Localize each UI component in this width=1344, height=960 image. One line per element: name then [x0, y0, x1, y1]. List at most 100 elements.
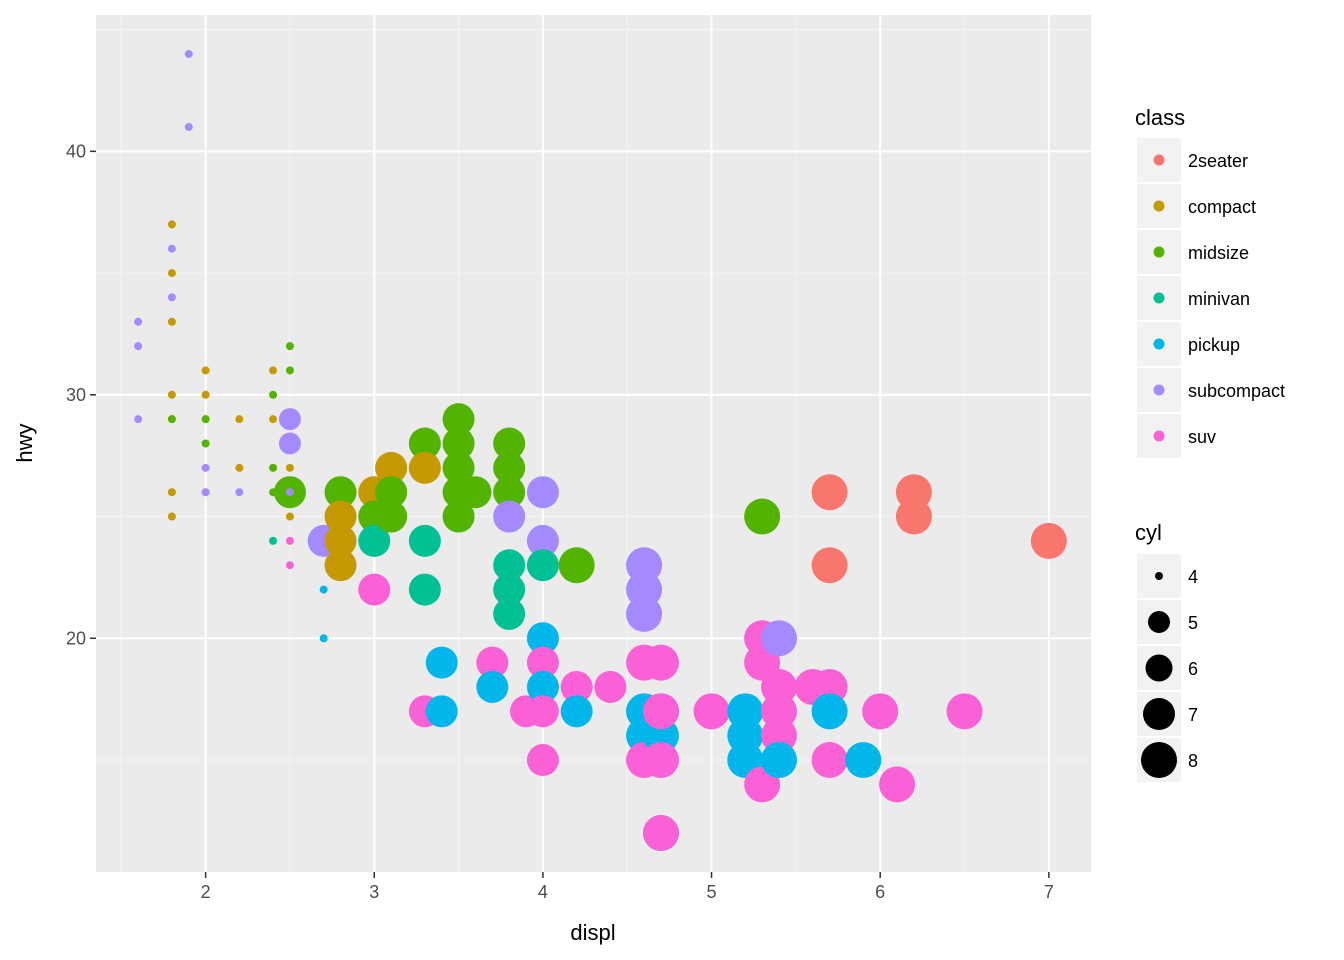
point-suv [526, 744, 559, 777]
point-subcompact [134, 415, 143, 424]
point-suv [879, 766, 916, 803]
cyl-legend-label: 4 [1188, 567, 1198, 587]
point-suv [811, 742, 848, 779]
point-suv [946, 693, 983, 730]
class-legend-label: 2seater [1188, 151, 1248, 171]
point-subcompact [285, 488, 294, 497]
point-pickup [476, 670, 509, 703]
point-midsize [744, 498, 781, 535]
point-compact [269, 366, 278, 375]
point-midsize [269, 390, 278, 399]
point-pickup [425, 695, 458, 728]
class-legend-swatch [1153, 292, 1165, 304]
point-pickup [526, 670, 559, 703]
x-tick-label: 4 [538, 882, 548, 902]
y-tick-label: 40 [66, 141, 86, 161]
point-subcompact [134, 342, 143, 351]
point-pickup [425, 646, 458, 679]
cyl-legend-title: cyl [1135, 520, 1162, 545]
point-minivan [493, 573, 526, 606]
point-minivan [358, 524, 391, 557]
point-subcompact [134, 317, 143, 326]
point-subcompact [201, 463, 210, 472]
point-compact [235, 463, 244, 472]
cyl-legend: cyl 4 5 6 7 8 [1135, 520, 1198, 782]
point-suv [285, 561, 294, 570]
point-compact [167, 488, 176, 497]
point-midsize [408, 427, 441, 460]
cyl-legend-label: 5 [1188, 613, 1198, 633]
x-tick-label: 6 [875, 882, 885, 902]
point-suv [526, 695, 559, 728]
point-suv [642, 693, 679, 730]
class-legend-label: compact [1188, 197, 1256, 217]
point-minivan [408, 573, 441, 606]
point-suv [862, 693, 899, 730]
point-midsize [375, 500, 408, 533]
point-2seater [1030, 522, 1067, 559]
point-suv [526, 646, 559, 679]
point-suv [358, 573, 391, 606]
point-midsize [285, 366, 294, 375]
point-subcompact [526, 524, 559, 557]
point-pickup [560, 695, 593, 728]
point-midsize [459, 476, 492, 509]
point-subcompact [184, 49, 193, 58]
point-subcompact [526, 476, 559, 509]
class-legend: class 2seater compact midsize minivan pickup… [1135, 105, 1285, 458]
point-subcompact [493, 500, 526, 533]
point-compact [167, 390, 176, 399]
data-points [134, 49, 1067, 852]
point-pickup [319, 585, 328, 594]
cyl-legend-swatch [1148, 611, 1170, 633]
point-subcompact [201, 488, 210, 497]
point-compact [285, 463, 294, 472]
point-midsize [493, 476, 526, 509]
point-compact [285, 512, 294, 521]
x-tick-label: 3 [369, 882, 379, 902]
point-midsize [442, 427, 475, 460]
class-legend-label: midsize [1188, 243, 1249, 263]
point-midsize [442, 451, 475, 484]
x-tick-label: 2 [201, 882, 211, 902]
point-compact [201, 366, 210, 375]
point-midsize [493, 451, 526, 484]
class-legend-swatch [1153, 384, 1165, 396]
point-compact [408, 451, 441, 484]
point-subcompact [167, 244, 176, 253]
point-midsize [285, 342, 294, 351]
point-minivan [269, 536, 278, 545]
point-midsize [493, 427, 526, 460]
point-pickup [761, 742, 798, 779]
class-legend-swatch [1153, 154, 1165, 166]
point-suv [594, 670, 627, 703]
point-minivan [408, 524, 441, 557]
point-midsize [167, 415, 176, 424]
class-legend-title: class [1135, 105, 1185, 130]
y-tick-label: 30 [66, 385, 86, 405]
point-subcompact [761, 620, 798, 657]
point-midsize [201, 439, 210, 448]
point-compact [167, 269, 176, 278]
cyl-legend-swatch [1155, 572, 1163, 580]
point-minivan [526, 549, 559, 582]
point-suv [285, 536, 294, 545]
x-axis: 2 3 4 5 6 7 [201, 872, 1054, 902]
point-compact [324, 500, 357, 533]
point-compact [167, 220, 176, 229]
point-compact [324, 524, 357, 557]
cyl-legend-swatch [1143, 698, 1175, 730]
point-midsize [442, 500, 475, 533]
class-legend-label: pickup [1188, 335, 1240, 355]
point-suv [693, 693, 730, 730]
point-suv [560, 670, 593, 703]
point-minivan [493, 549, 526, 582]
point-compact [167, 317, 176, 326]
point-compact [375, 451, 408, 484]
point-midsize [442, 403, 475, 436]
point-suv [642, 644, 679, 681]
point-2seater [811, 547, 848, 584]
cyl-legend-label: 7 [1188, 705, 1198, 725]
point-suv [476, 646, 509, 679]
